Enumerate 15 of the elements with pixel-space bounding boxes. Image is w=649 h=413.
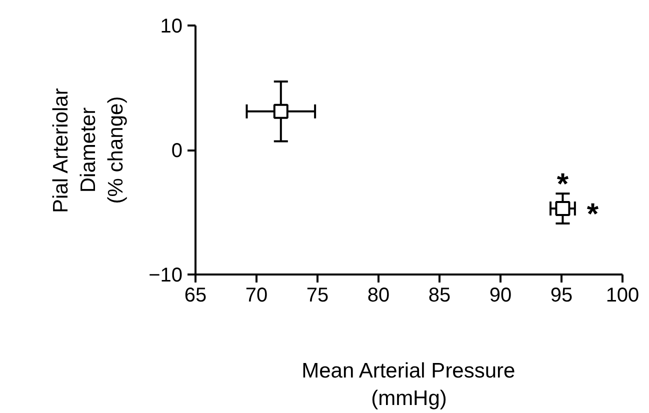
y-tick-label: 10 bbox=[160, 16, 183, 38]
x-tick-label: 70 bbox=[245, 284, 268, 306]
x-tick-label: 75 bbox=[306, 284, 329, 306]
x-tick-label: 100 bbox=[606, 284, 640, 306]
x-tick-label: 65 bbox=[184, 284, 207, 306]
annotation: * bbox=[556, 168, 569, 202]
x-tick-label: 95 bbox=[550, 284, 573, 306]
y-axis-title: Pial Arteriolar Diameter (% change) bbox=[49, 88, 128, 214]
annotation: * bbox=[586, 198, 599, 232]
y-tick-label: 0 bbox=[171, 140, 182, 162]
x-tick-label: 90 bbox=[489, 284, 512, 306]
x-axis-title: Mean Arterial Pressure (mmHg) bbox=[302, 360, 516, 410]
x-tick-label: 80 bbox=[367, 284, 390, 306]
x-tick-label: 85 bbox=[428, 284, 451, 306]
y-tick-label: −10 bbox=[148, 264, 183, 286]
